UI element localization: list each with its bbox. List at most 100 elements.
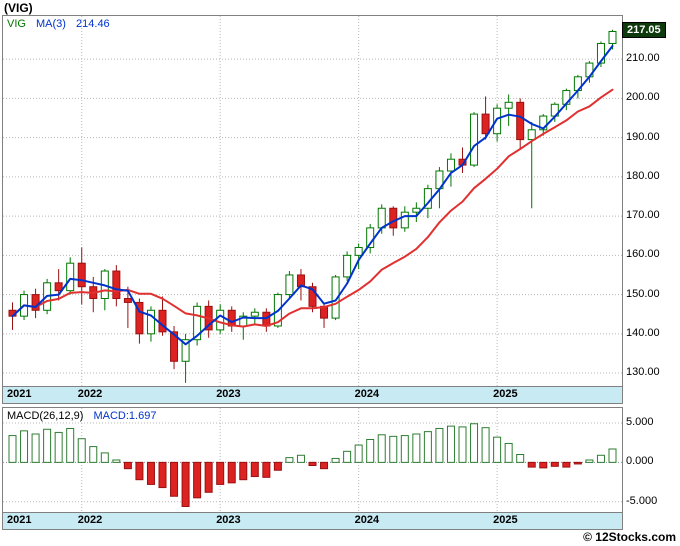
- candle-body: [170, 331, 179, 362]
- candle-body: [354, 246, 363, 256]
- candle-body: [527, 129, 536, 141]
- price-x-axis: 2021 2022 2023 2024 2025: [3, 386, 622, 403]
- macd-bar: [354, 444, 363, 463]
- candle-body: [66, 262, 75, 292]
- watermark-link[interactable]: © 12Stocks.com: [583, 530, 676, 544]
- macd-bar: [89, 446, 98, 463]
- macd-legend: MACD(26,12,9) MACD:1.697: [7, 410, 156, 422]
- ma-line: [11, 45, 614, 346]
- macd-bar: [216, 461, 225, 485]
- price-chart-panel: 2021 2022 2023 2024 2025 VIG MA(3) 214.46: [2, 15, 623, 404]
- macd-bar: [596, 454, 605, 463]
- macd-bar: [458, 426, 467, 463]
- candle-body: [539, 115, 548, 131]
- price-tick-label: 190.00: [626, 130, 660, 143]
- macd-bar: [423, 431, 432, 463]
- macd-bar: [273, 461, 282, 471]
- candle-body: [146, 309, 155, 335]
- macd-bar: [135, 461, 144, 481]
- macd-bar: [470, 423, 479, 463]
- legend-ma-value: 214.46: [76, 18, 110, 30]
- price-tick-label: 210.00: [626, 52, 660, 65]
- candle-body: [470, 113, 479, 166]
- macd-bar: [343, 450, 352, 463]
- year-label: 2025: [493, 388, 518, 400]
- macd-bar: [573, 461, 582, 465]
- candle-body: [193, 305, 202, 341]
- macd-bar: [331, 457, 340, 463]
- macd-bar: [308, 461, 317, 467]
- candle-body: [596, 42, 605, 64]
- macd-bar: [239, 461, 248, 481]
- ma-line: [11, 88, 614, 328]
- legend-ma-label: MA(3): [36, 18, 66, 30]
- macd-bar: [400, 435, 409, 463]
- macd-bar: [446, 425, 455, 463]
- macd-tick-label: 0.000: [626, 455, 654, 468]
- macd-bar: [366, 439, 375, 463]
- candle-body: [389, 207, 398, 229]
- macd-bar: [100, 452, 109, 463]
- price-tick-label: 160.00: [626, 248, 660, 261]
- macd-bar: [562, 461, 571, 468]
- candle-body: [285, 274, 294, 296]
- macd-bar: [54, 431, 63, 463]
- macd-bar: [539, 461, 548, 469]
- macd-bar: [389, 435, 398, 463]
- candle-body: [262, 311, 271, 327]
- macd-bar: [250, 461, 259, 478]
- macd-bar: [550, 461, 559, 467]
- year-label: 2022: [77, 388, 103, 400]
- candle-body: [77, 262, 86, 288]
- macd-bar: [504, 442, 513, 463]
- macd-bar: [112, 459, 121, 463]
- last-price-badge: 217.05: [622, 22, 666, 39]
- macd-value: MACD:1.697: [93, 410, 157, 422]
- candle-body: [331, 276, 340, 319]
- price-chart-legend: VIG MA(3) 214.46: [7, 18, 110, 30]
- macd-bar: [31, 433, 40, 463]
- candle-body: [481, 113, 490, 135]
- macd-bar: [123, 461, 132, 470]
- macd-bar: [412, 433, 421, 463]
- macd-bar: [227, 461, 236, 484]
- candle-body: [412, 207, 421, 213]
- macd-bar: [66, 427, 75, 463]
- candle-body: [54, 282, 63, 292]
- year-label: 2022: [77, 514, 103, 526]
- macd-bar: [320, 461, 329, 470]
- candle-body: [343, 254, 352, 278]
- macd-bar: [296, 454, 305, 463]
- candle-body: [112, 270, 121, 300]
- year-label: 2021: [7, 514, 32, 526]
- year-label: 2023: [216, 388, 241, 400]
- price-tick-label: 200.00: [626, 91, 660, 104]
- year-label: 2025: [493, 514, 518, 526]
- macd-bar: [20, 430, 29, 463]
- macd-bar: [493, 436, 502, 463]
- macd-bar: [262, 461, 271, 478]
- macd-bar: [527, 461, 536, 468]
- macd-bar: [608, 448, 617, 463]
- price-tick-label: 130.00: [626, 366, 660, 379]
- price-tick-label: 170.00: [626, 209, 660, 222]
- candle-body: [181, 339, 190, 362]
- candle-body: [446, 158, 455, 172]
- macd-bar: [585, 459, 594, 463]
- macd-chart: [3, 408, 622, 512]
- legend-symbol: VIG: [7, 18, 26, 30]
- candle-body: [493, 107, 502, 135]
- candle-body: [123, 298, 132, 303]
- macd-bar: [377, 434, 386, 463]
- macd-bar: [435, 427, 444, 463]
- macd-bar: [181, 461, 190, 507]
- candle-body: [400, 211, 409, 229]
- macd-bar: [158, 461, 167, 489]
- price-tick-label: 140.00: [626, 326, 660, 339]
- macd-bar: [43, 428, 52, 463]
- macd-bar: [481, 427, 490, 463]
- macd-bar: [77, 438, 86, 463]
- macd-x-axis: 2021 2022 2023 2024 2025: [3, 512, 622, 529]
- macd-bar: [204, 461, 213, 493]
